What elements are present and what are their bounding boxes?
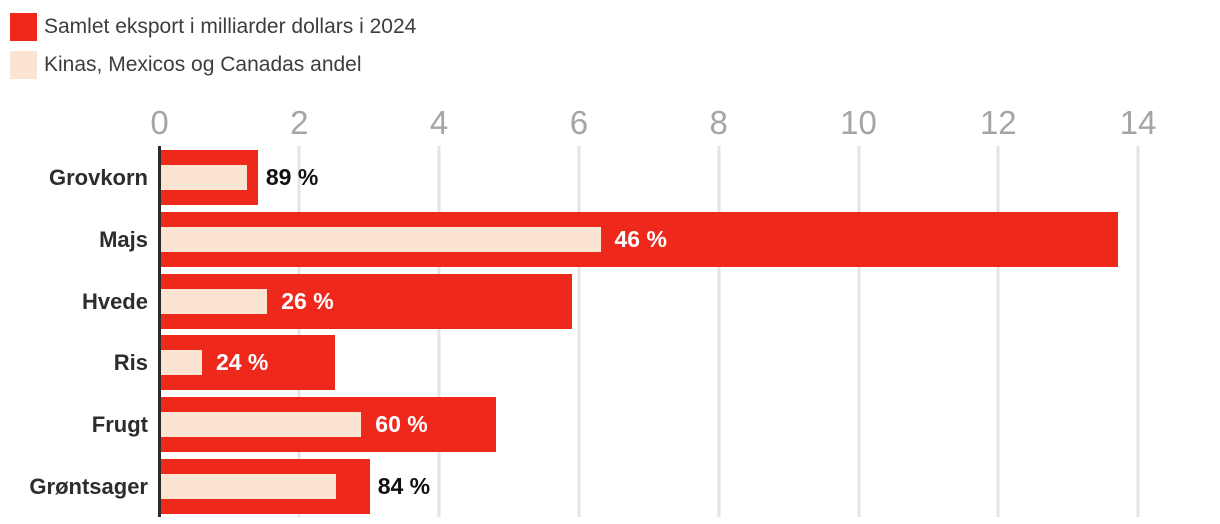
category-label: Grøntsager (29, 474, 148, 499)
legend-swatch-share (10, 51, 37, 79)
gridline (577, 146, 581, 517)
category-label: Ris (113, 350, 148, 376)
gridline (1136, 146, 1140, 517)
share-bar (160, 226, 601, 252)
gridline (297, 146, 301, 517)
share-bar (160, 350, 202, 376)
gridline (857, 146, 860, 517)
category-label: Majs (99, 226, 148, 252)
share-value-label: 89 % (265, 164, 319, 190)
x-tick-label: 8 (709, 104, 728, 141)
x-tick-label: 2 (290, 104, 309, 141)
share-value-label: 46 % (614, 225, 667, 252)
category-label: Hvede (81, 288, 148, 314)
share-bar (160, 288, 268, 314)
legend-label-share: Kinas, Mexicos og Canadas andel (44, 53, 362, 76)
x-tick-label: 14 (1119, 104, 1157, 141)
share-value-label: 26 % (281, 287, 334, 314)
x-tick-label: 10 (840, 104, 877, 141)
category-label: Grovkorn (48, 165, 148, 190)
x-tick-label: 12 (979, 104, 1017, 141)
share-bar (160, 474, 337, 499)
x-tick-label: 6 (569, 104, 589, 141)
legend-swatch-total-export (10, 13, 37, 41)
share-value-label: 84 % (377, 473, 431, 499)
x-tick-label: 4 (429, 104, 449, 141)
legend-label-total-export: Samlet eksport i milliarder dollars i 20… (44, 15, 417, 38)
x-tick-label: 0 (150, 104, 169, 141)
gridline (996, 146, 1000, 517)
gridline (717, 146, 721, 517)
share-value-label: 60 % (375, 411, 428, 438)
share-value-label: 24 % (215, 349, 269, 376)
gridline (437, 146, 441, 517)
share-bar (160, 165, 248, 190)
share-bar (160, 412, 362, 438)
category-label: Frugt (91, 412, 148, 438)
y-axis-line (158, 146, 161, 517)
